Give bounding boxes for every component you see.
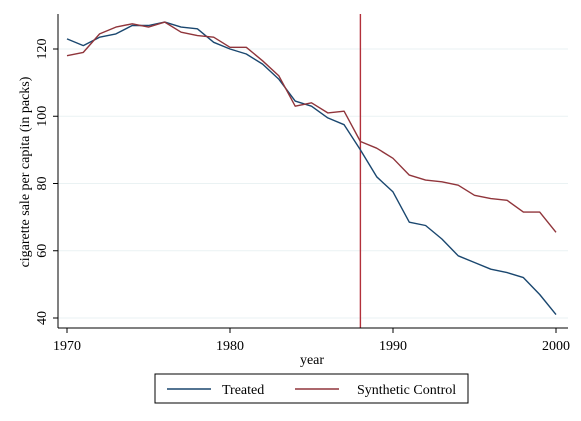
plot-area xyxy=(58,14,568,328)
x-tick-label-2000: 2000 xyxy=(542,339,570,354)
y-tick-label-40: 40 xyxy=(35,311,50,325)
series-line-treated xyxy=(66,21,557,316)
y-axis-title: cigarette sale per capita (in packs) xyxy=(18,76,33,267)
gridlines xyxy=(58,48,568,319)
y-tick-label-100: 100 xyxy=(35,106,50,127)
x-axis-ticks: 1970 1980 1990 2000 xyxy=(53,328,570,354)
y-tick-label-120: 120 xyxy=(35,39,50,60)
legend: Treated Synthetic Control xyxy=(154,373,469,404)
y-tick-label-80: 80 xyxy=(35,177,50,191)
x-tick-label-1980: 1980 xyxy=(216,339,244,354)
legend-label-synthetic-control: Synthetic Control xyxy=(357,383,456,398)
legend-label-treated: Treated xyxy=(222,383,264,398)
x-axis-title: year xyxy=(300,353,324,368)
series-lines xyxy=(66,21,557,316)
x-tick-label-1990: 1990 xyxy=(379,339,407,354)
x-tick-label-1970: 1970 xyxy=(53,339,81,354)
axes xyxy=(57,14,568,329)
y-tick-label-60: 60 xyxy=(35,244,50,258)
series-line-synthetic-control xyxy=(66,21,557,233)
y-axis-ticks: 40 60 80 100 120 xyxy=(35,39,58,325)
